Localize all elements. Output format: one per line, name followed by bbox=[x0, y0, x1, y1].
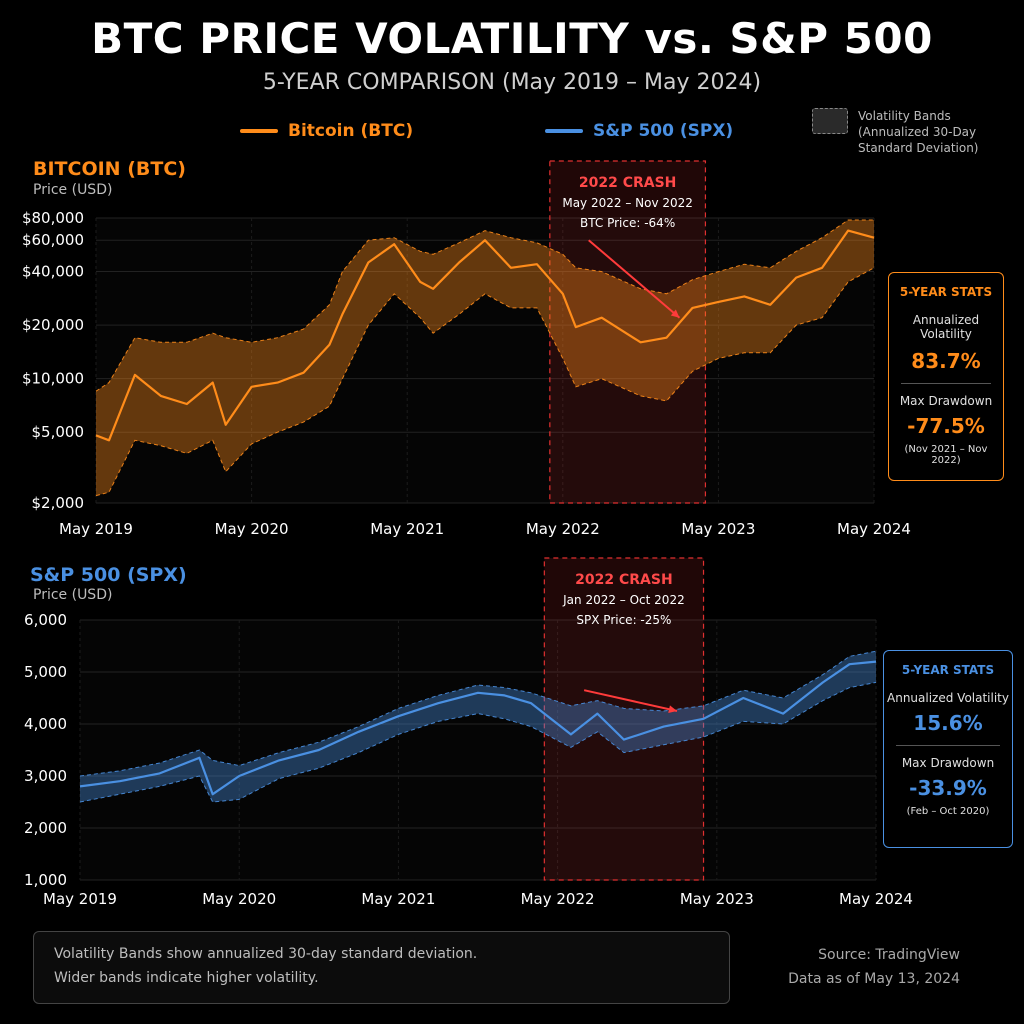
btc-crash-region bbox=[549, 160, 707, 504]
btc-y-tick-label: $2,000 bbox=[32, 494, 85, 512]
btc-x-tick-label: May 2020 bbox=[215, 520, 289, 538]
source-text: Source: TradingView bbox=[818, 947, 960, 963]
btc-vol-label: Annualized Volatility bbox=[912, 313, 980, 341]
btc-crash-arrowhead bbox=[670, 309, 680, 318]
legend-spx: S&P 500 (SPX) bbox=[545, 121, 733, 141]
btc-plot-area bbox=[96, 218, 874, 503]
btc-dd-label: Max Drawdown bbox=[899, 394, 993, 408]
btc-crash-change: BTC Price: -64% bbox=[580, 216, 675, 230]
spx-vol-label: Annualized Volatility bbox=[887, 691, 1009, 705]
band-legend-line3: Standard Deviation) bbox=[858, 141, 979, 155]
spx-vol-value: 15.6% bbox=[913, 711, 983, 735]
spx-panel-title: S&P 500 (SPX) bbox=[30, 564, 187, 586]
asof-text: Data as of May 13, 2024 bbox=[788, 971, 960, 987]
btc-y-tick-label: $20,000 bbox=[22, 316, 84, 334]
spx-plot-area bbox=[80, 620, 876, 880]
btc-band-lower bbox=[95, 267, 875, 497]
btc-crash-arrow bbox=[588, 239, 681, 319]
band-legend-line2: (Annualized 30-Day bbox=[858, 125, 977, 139]
btc-dd-period: (Nov 2021 – Nov 2022) bbox=[904, 444, 988, 466]
spx-stats-divider bbox=[896, 745, 1000, 746]
spx-y-tick-label: 5,000 bbox=[24, 663, 67, 681]
spx-x-tick-label: May 2023 bbox=[680, 890, 754, 908]
legend-spx-label: S&P 500 (SPX) bbox=[593, 121, 734, 141]
spx-stats-heading: 5-YEAR STATS bbox=[901, 663, 995, 677]
spx-crash-arrow bbox=[583, 689, 678, 712]
spx-x-tick-label: May 2020 bbox=[202, 890, 276, 908]
footnote-line2: Wider bands indicate higher volatility. bbox=[54, 970, 319, 986]
legend-spx-swatch bbox=[545, 129, 583, 133]
spx-x-tick-label: May 2021 bbox=[361, 890, 435, 908]
legend-btc-label: Bitcoin (BTC) bbox=[288, 121, 414, 141]
btc-x-tick-label: May 2021 bbox=[370, 520, 444, 538]
btc-y-tick-label: $5,000 bbox=[32, 423, 85, 441]
legend-volatility-bands: Volatility Bands (Annualized 30-Day Stan… bbox=[812, 108, 1022, 156]
spx-y-tick-label: 3,000 bbox=[24, 767, 67, 785]
btc-crash-title: 2022 CRASH bbox=[579, 175, 677, 191]
spx-x-tick-label: May 2022 bbox=[521, 890, 595, 908]
btc-panel-unit: Price (USD) bbox=[33, 182, 113, 198]
spx-band-upper bbox=[79, 650, 877, 777]
btc-band-upper bbox=[95, 219, 874, 392]
spx-crash-period: Jan 2022 – Oct 2022 bbox=[562, 593, 685, 607]
spx-price-line bbox=[79, 660, 877, 796]
btc-x-tick-label: May 2023 bbox=[681, 520, 755, 538]
btc-vol-value: 83.7% bbox=[911, 349, 981, 373]
spx-x-tick-label: May 2019 bbox=[43, 890, 117, 908]
btc-stats-divider bbox=[901, 383, 991, 384]
btc-y-tick-label: $40,000 bbox=[22, 263, 84, 281]
btc-y-tick-label: $80,000 bbox=[22, 209, 84, 227]
btc-dd-value: -77.5% bbox=[907, 414, 985, 438]
spx-stats-box: 5-YEAR STATS Annualized Volatility 15.6%… bbox=[883, 650, 1013, 848]
btc-panel-title: BITCOIN (BTC) bbox=[33, 158, 186, 180]
spx-x-tick-label: May 2024 bbox=[839, 890, 913, 908]
btc-crash-period: May 2022 – Nov 2022 bbox=[562, 196, 693, 210]
btc-y-tick-label: $10,000 bbox=[22, 370, 84, 388]
spx-crash-title: 2022 CRASH bbox=[575, 572, 673, 588]
spx-y-tick-label: 6,000 bbox=[24, 611, 67, 629]
btc-x-tick-label: May 2019 bbox=[59, 520, 133, 538]
btc-price-line bbox=[95, 229, 875, 442]
spx-panel-unit: Price (USD) bbox=[33, 587, 113, 603]
legend-btc: Bitcoin (BTC) bbox=[240, 121, 413, 141]
spx-y-tick-label: 2,000 bbox=[24, 819, 67, 837]
btc-stats-heading: 5-YEAR STATS bbox=[899, 285, 993, 299]
spx-crash-region bbox=[543, 557, 705, 881]
btc-stats-box: 5-YEAR STATS Annualized Volatility 83.7%… bbox=[888, 272, 1004, 481]
spx-volatility-band bbox=[80, 651, 876, 802]
chart-title: BTC PRICE VOLATILITY vs. S&P 500 bbox=[91, 14, 933, 63]
band-swatch bbox=[812, 108, 848, 134]
spx-y-tick-label: 4,000 bbox=[24, 715, 67, 733]
spx-dd-period: (Feb – Oct 2020) bbox=[906, 806, 990, 817]
spx-dd-label: Max Drawdown bbox=[901, 756, 995, 770]
band-legend-line1: Volatility Bands bbox=[858, 109, 951, 123]
footnote-box: Volatility Bands show annualized 30-day … bbox=[33, 931, 730, 1004]
chart-subtitle: 5-YEAR COMPARISON (May 2019 – May 2024) bbox=[262, 70, 762, 95]
footnote-line1: Volatility Bands show annualized 30-day … bbox=[54, 946, 478, 962]
spx-crash-change: SPX Price: -25% bbox=[576, 613, 671, 627]
legend-btc-swatch bbox=[240, 129, 278, 133]
spx-dd-value: -33.9% bbox=[909, 776, 987, 800]
btc-x-tick-label: May 2024 bbox=[837, 520, 911, 538]
spx-crash-arrowhead bbox=[668, 705, 677, 714]
btc-y-tick-label: $60,000 bbox=[22, 231, 84, 249]
btc-x-tick-label: May 2022 bbox=[526, 520, 600, 538]
spx-y-tick-label: 1,000 bbox=[24, 871, 67, 889]
